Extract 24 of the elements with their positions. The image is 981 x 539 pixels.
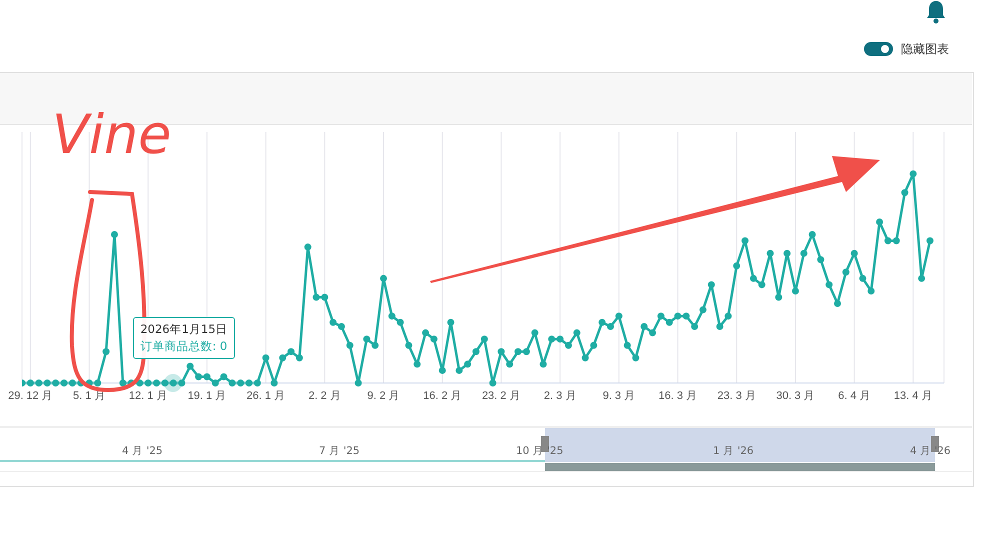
- x-tick-label: 9. 2 月: [367, 390, 400, 402]
- text: 4 月 '26: [910, 444, 951, 458]
- x-tick-label: 23. 3 月: [717, 390, 756, 402]
- text: 1 月 '26: [713, 444, 754, 458]
- x-tick-label: 19. 1 月: [188, 390, 226, 402]
- text: 隐藏图表: [901, 41, 949, 58]
- annotation: 2026年1月15日: [140, 321, 228, 338]
- x-tick-label: 23. 2 月: [482, 390, 520, 402]
- x-tick-label: 2. 2 月: [308, 390, 341, 402]
- annotation: 订单商品总数: 0: [140, 338, 228, 355]
- x-tick-label: 26. 1 月: [246, 390, 286, 402]
- x-tick-label: 12. 1 月: [128, 390, 168, 402]
- x-tick-label: 16. 2 月: [423, 390, 462, 402]
- x-tick-label: 16. 3 月: [658, 390, 698, 402]
- text: 10 月 '25: [516, 444, 564, 458]
- x-tick-label: 9. 3 月: [602, 390, 636, 402]
- x-tick-label: 30. 3 月: [776, 390, 815, 402]
- x-tick-label: 13. 4 月: [894, 390, 932, 402]
- x-tick-label: 6. 4 月: [838, 390, 871, 402]
- x-tick-label: 29. 12 月: [8, 390, 53, 402]
- x-tick-label: 2. 3 月: [544, 390, 576, 402]
- text: 4 月 '25: [122, 444, 163, 458]
- text: 7 月 '25: [319, 444, 360, 458]
- text: Vine: [52, 103, 172, 166]
